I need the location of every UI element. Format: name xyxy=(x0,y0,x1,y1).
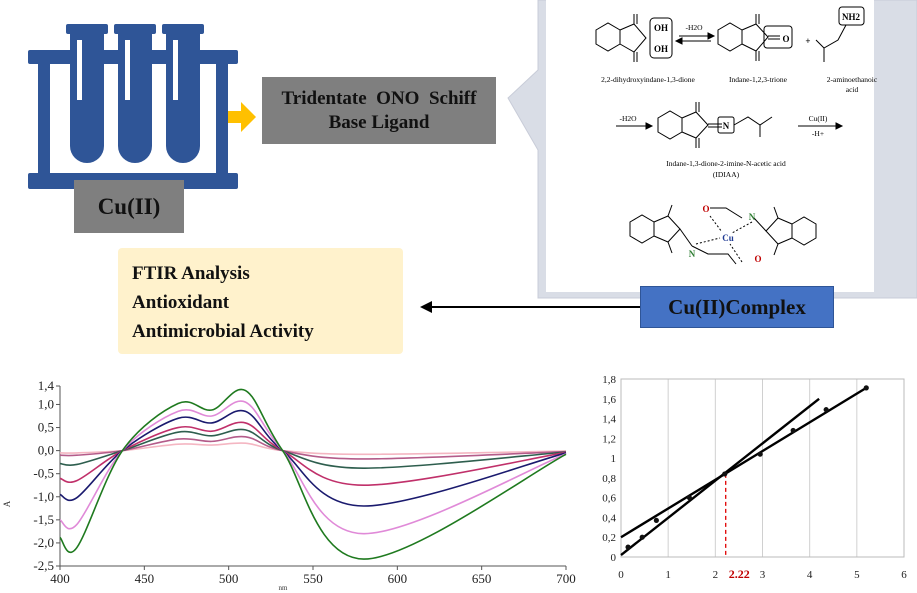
data-point-7 xyxy=(790,427,796,434)
x-tick-label: 650 xyxy=(472,571,492,586)
x-tick-label: 450 xyxy=(135,571,155,586)
x-tick-label: 700 xyxy=(556,571,576,586)
reagent3-name-line1: 2-aminoethanoic xyxy=(827,75,878,84)
product-name-line2: (IDIAA) xyxy=(713,170,740,179)
atom-n-complex-1: N xyxy=(749,212,756,222)
step2-label: -H2O xyxy=(619,114,637,123)
x-tick-label: 550 xyxy=(303,571,323,586)
atom-oh-1: OH xyxy=(654,23,668,33)
data-point-4 xyxy=(686,495,692,501)
data-point-8 xyxy=(823,407,829,413)
spectrum-series-6 xyxy=(59,400,567,535)
x-tick-label: 600 xyxy=(388,571,408,586)
step3-label-top: Cu(II) xyxy=(809,114,828,123)
metal-label: Cu(II) xyxy=(74,180,184,233)
ligand-label: Tridentate ONO Schiff Base Ligand xyxy=(262,77,496,144)
y-tick-label: 0 xyxy=(611,552,617,564)
reagent2-name: Indane-1,2,3-trione xyxy=(729,75,788,84)
x-tick-label: 500 xyxy=(219,571,239,586)
atom-cu: Cu xyxy=(722,233,734,243)
y-tick-label: -0,5 xyxy=(33,466,54,481)
intersection-label: 2.22 xyxy=(729,567,750,581)
step1-label: -H2O xyxy=(685,23,703,32)
atom-o-complex-1: O xyxy=(702,204,709,214)
reagent3-name-line2: acid xyxy=(846,85,859,94)
y-tick-label: 0,4 xyxy=(602,512,616,524)
data-point-3 xyxy=(653,517,659,524)
x-tick-label: 1 xyxy=(665,569,671,581)
y-tick-label: 1,6 xyxy=(602,394,616,406)
spectrum-series-7 xyxy=(59,388,567,560)
data-point-1 xyxy=(625,544,631,550)
spectra-chart: 400 450 500 550 600 650 700 1,4 1,0 0,5 0,0 -0,5 -1,… xyxy=(2,378,576,592)
metal-label-text: Cu(II) xyxy=(97,193,161,219)
atom-o: O xyxy=(782,34,789,44)
y-tick-label: -1,0 xyxy=(33,489,54,504)
right-arrow-icon xyxy=(228,102,256,132)
y-tick-label: -1,5 xyxy=(33,512,54,527)
fit-line-2 xyxy=(620,386,867,539)
y-tick-label: 1 xyxy=(611,453,617,465)
x-tick-label: 0 xyxy=(618,569,624,581)
atom-nh2: NH2 xyxy=(842,12,861,22)
plus-sign: + xyxy=(805,36,810,46)
x-tick-label: 3 xyxy=(760,569,766,581)
y-axis-label: A xyxy=(2,500,12,507)
atom-oh-2: OH xyxy=(654,44,668,54)
y-tick-label: 1,0 xyxy=(38,396,54,411)
complex-label-text: Cu(II)Complex xyxy=(668,294,806,319)
y-tick-label: 0,0 xyxy=(38,443,54,458)
spectrum-series-4 xyxy=(59,421,567,487)
y-tick-label: 1,8 xyxy=(602,374,616,386)
analysis-item-ftir: FTIR Analysis xyxy=(132,263,250,284)
ligand-label-line2: Base Ligand xyxy=(328,111,430,133)
linear-plot-chart: 0 1 2 3 4 5 6 1,8 1,6 1,4 1,2 1 0,8 0,6 0,4 0,2 0 2.22 xyxy=(602,374,907,581)
x-axis-label: nm xyxy=(279,584,289,592)
x-tick-label: 6 xyxy=(901,569,907,581)
spectrum-series-5 xyxy=(59,409,567,507)
atom-n-complex-2: N xyxy=(689,249,696,259)
y-tick-label: 1,4 xyxy=(602,414,616,426)
data-point-5 xyxy=(722,471,728,477)
y-tick-label: 1,4 xyxy=(38,378,55,393)
spectrum-series-1 xyxy=(59,442,567,456)
y-tick-label: -2,0 xyxy=(33,535,54,550)
spectrum-series-2 xyxy=(59,435,567,460)
y-tick-label: 0,2 xyxy=(602,532,616,544)
y-tick-label: 0,8 xyxy=(602,473,616,485)
x-tick-label: 2 xyxy=(713,569,719,581)
reaction-scheme-panel: 2,2-dihydroxyindane-1,3-dione Indane-1,2… xyxy=(507,0,917,299)
ligand-label-line1: Tridentate ONO Schiff xyxy=(281,87,477,109)
x-tick-label: 400 xyxy=(50,571,70,586)
atom-n: N xyxy=(723,121,730,131)
complex-label: Cu(II)Complex xyxy=(640,286,834,328)
x-tick-label: 5 xyxy=(854,569,860,581)
y-tick-label: 0,6 xyxy=(602,493,616,505)
x-tick-label: 4 xyxy=(807,569,813,581)
data-point-9 xyxy=(863,385,869,391)
step3-label-bottom: -H+ xyxy=(812,129,824,138)
product-name-line1: Indane-1,3-dione-2-imine-N-acetic acid xyxy=(666,159,786,168)
plot-frame xyxy=(620,378,905,558)
left-arrow-icon xyxy=(420,301,642,313)
y-tick-label: 1,2 xyxy=(602,433,616,445)
atom-o-complex-2: O xyxy=(754,254,761,264)
y-tick-label: 0,5 xyxy=(38,420,54,435)
analysis-item-antioxidant: Antioxidant xyxy=(132,292,230,313)
analysis-list: FTIR Analysis Antioxidant Antimicrobial … xyxy=(118,248,403,354)
spectrum-series-3 xyxy=(59,428,567,469)
y-tick-label: -2,5 xyxy=(33,558,54,573)
reagent1-name: 2,2-dihydroxyindane-1,3-dione xyxy=(601,75,695,84)
data-point-6 xyxy=(757,451,763,457)
test-tube-rack-icon xyxy=(28,24,238,189)
data-point-2 xyxy=(639,534,645,540)
analysis-item-antimicrobial: Antimicrobial Activity xyxy=(132,321,314,342)
